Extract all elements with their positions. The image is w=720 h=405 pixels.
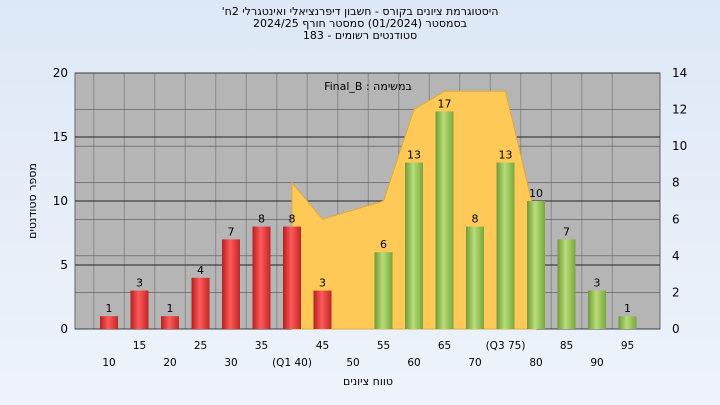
bar-value-label: 3: [594, 277, 601, 290]
bar-value-label: 1: [624, 302, 631, 315]
y-tick-label-right: 12: [672, 103, 687, 117]
bar-value-label: 10: [529, 187, 543, 200]
bar: [252, 226, 271, 329]
bar-value-label: 6: [380, 238, 387, 251]
bar-value-label: 13: [407, 149, 421, 162]
x-tick-label: 60: [407, 357, 420, 369]
chart-title-line1: היסטוגרמת ציונים בקורס - חשבון דיפרנציאל…: [221, 5, 499, 18]
x-tick-label: 10: [102, 357, 115, 369]
x-tick-label: 70: [468, 357, 481, 369]
bar-value-label: 3: [319, 277, 326, 290]
bar: [466, 226, 484, 329]
bar: [557, 239, 576, 329]
x-tick-label: 25: [194, 340, 207, 352]
x-tick-label: 55: [377, 340, 390, 352]
bar-value-label: 8: [472, 213, 479, 226]
bar-value-label: 4: [197, 264, 204, 277]
bar: [374, 252, 393, 329]
y-tick-label-right: 6: [672, 212, 680, 226]
bar: [222, 239, 240, 329]
y-tick-label-left: 5: [60, 258, 68, 272]
x-tick-label: 65: [438, 340, 451, 352]
bar-value-label: 8: [258, 213, 265, 226]
x-tick-label: 85: [560, 340, 573, 352]
x-tick-label: 35: [255, 340, 268, 352]
chart-title-line3: סטודנטים רשומים - 183: [302, 29, 418, 42]
bar: [588, 290, 606, 329]
y-tick-label-left: 0: [60, 322, 68, 336]
y-tick-label-right: 2: [672, 285, 680, 299]
y-tick-label-right: 8: [672, 176, 680, 190]
y-tick-label-right: 4: [672, 249, 680, 263]
bar: [496, 162, 515, 329]
bar-value-label: 13: [499, 149, 513, 162]
y-axis-label: מספר סטודנטים: [26, 163, 39, 239]
bar: [283, 226, 301, 329]
chart-annotation: במשימה : Final_B: [324, 80, 412, 93]
bar-value-label: 1: [106, 302, 113, 315]
bar: [313, 290, 332, 329]
bar: [618, 316, 637, 329]
chart-title-line2: בסמסטר (01/2024) סמסטר חורף 2024/25: [253, 17, 467, 30]
x-tick-label: 80: [529, 357, 542, 369]
x-axis-label: טווח ציונים: [343, 375, 393, 388]
y-tick-label-left: 10: [53, 194, 68, 208]
y-tick-label-left: 20: [53, 66, 68, 80]
y-tick-label-right: 0: [672, 322, 680, 336]
x-tick-label: 90: [590, 357, 603, 369]
chart-titles: היסטוגרמת ציונים בקורס - חשבון דיפרנציאל…: [0, 6, 720, 42]
bar-value-label: 7: [228, 225, 235, 238]
bar: [191, 277, 210, 329]
x-tick-label: 95: [621, 340, 634, 352]
bar-value-label: 8: [289, 213, 296, 226]
x-tick-label: (Q3 75): [486, 340, 526, 352]
bar: [527, 201, 545, 329]
bar-value-label: 17: [438, 97, 452, 110]
y-tick-label-right: 10: [672, 139, 687, 153]
x-tick-label: (Q1 40): [272, 357, 312, 369]
bar: [435, 111, 454, 330]
bar: [130, 290, 149, 329]
x-tick-label: 15: [133, 340, 146, 352]
bar: [100, 316, 118, 329]
bar-value-label: 7: [563, 225, 570, 238]
bar: [161, 316, 179, 329]
x-tick-label: 30: [224, 357, 237, 369]
x-tick-label: 20: [163, 357, 176, 369]
bar-value-label: 3: [136, 277, 143, 290]
x-tick-label: 45: [316, 340, 329, 352]
bar: [405, 162, 423, 329]
x-tick-label: 50: [346, 357, 359, 369]
bar-value-label: 1: [167, 302, 174, 315]
y-tick-label-right: 14: [672, 66, 687, 80]
y-tick-label-left: 15: [53, 130, 68, 144]
